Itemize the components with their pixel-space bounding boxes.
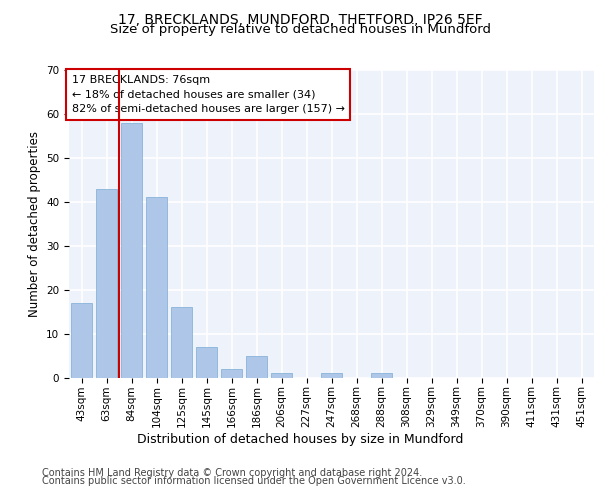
Bar bbox=[171, 307, 192, 378]
Bar bbox=[221, 368, 242, 378]
Bar bbox=[371, 373, 392, 378]
Bar bbox=[196, 347, 217, 378]
Text: Contains HM Land Registry data © Crown copyright and database right 2024.: Contains HM Land Registry data © Crown c… bbox=[42, 468, 422, 477]
Bar bbox=[271, 373, 292, 378]
Text: 17 BRECKLANDS: 76sqm
← 18% of detached houses are smaller (34)
82% of semi-detac: 17 BRECKLANDS: 76sqm ← 18% of detached h… bbox=[71, 74, 344, 114]
Bar bbox=[96, 188, 117, 378]
Text: 17, BRECKLANDS, MUNDFORD, THETFORD, IP26 5EF: 17, BRECKLANDS, MUNDFORD, THETFORD, IP26… bbox=[118, 12, 482, 26]
Text: Contains public sector information licensed under the Open Government Licence v3: Contains public sector information licen… bbox=[42, 476, 466, 486]
Bar bbox=[71, 303, 92, 378]
Y-axis label: Number of detached properties: Number of detached properties bbox=[28, 130, 41, 317]
Bar bbox=[146, 198, 167, 378]
Bar bbox=[321, 373, 342, 378]
Bar bbox=[246, 356, 267, 378]
Bar bbox=[121, 122, 142, 378]
Text: Size of property relative to detached houses in Mundford: Size of property relative to detached ho… bbox=[110, 22, 491, 36]
Text: Distribution of detached houses by size in Mundford: Distribution of detached houses by size … bbox=[137, 432, 463, 446]
